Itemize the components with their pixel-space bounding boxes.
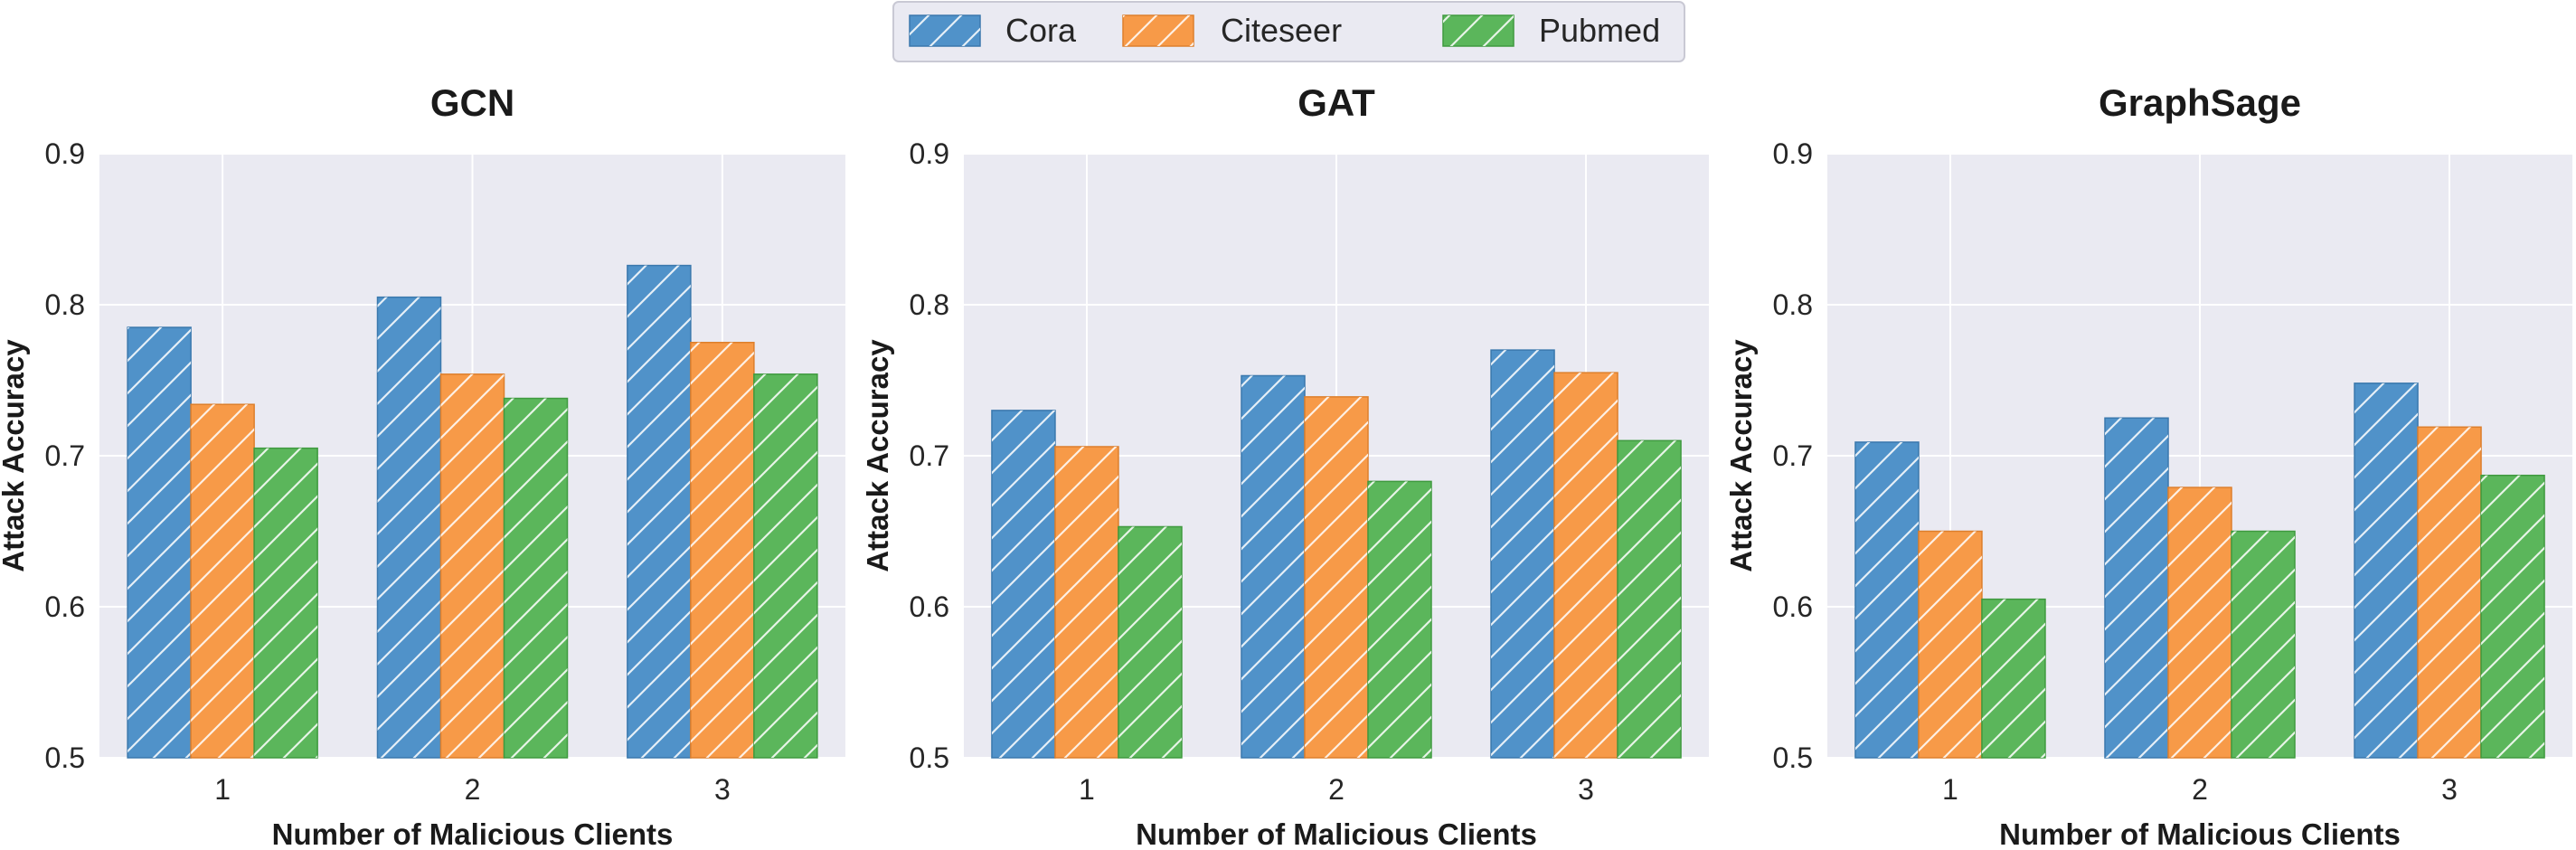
p1-bar-cora-3-hatch [1491,350,1555,758]
legend-label-pubmed: Pubmed [1539,12,1660,49]
p0-bar-cora-1-hatch [127,327,192,758]
p2-bar-cora-2-hatch [2105,418,2168,758]
p2-y-tick-label: 0.9 [1773,137,1813,170]
p0-y-tick-label: 0.6 [45,590,85,623]
p2-x-tick-label: 3 [2441,773,2458,806]
p2-x-tick-label: 1 [1942,773,1958,806]
p0-bar-citeseer-1-hatch [191,404,255,758]
p0-y-tick-label: 0.8 [45,288,85,321]
p1-y-tick-label: 0.9 [910,137,949,170]
legend-entry-pubmed: Pubmed [1442,12,1660,49]
p0-bar-pubmed-3-hatch [753,373,817,758]
p2-y-tick-label: 0.7 [1773,439,1813,472]
p1-y-tick-label: 0.6 [910,590,949,623]
p1-bar-cora-2-hatch [1241,375,1305,758]
p1-bar-cora-1-hatch [991,410,1055,758]
p2-bar-cora-3-hatch [2354,382,2419,758]
legend-swatch-hatch-cora [910,15,980,46]
p2-y-axis-title: Attack Accuracy [1724,339,1758,572]
legend-label-cora: Cora [1005,12,1077,49]
p2-y-tick-label: 0.5 [1773,741,1813,774]
p0-y-tick-label: 0.5 [45,741,85,774]
p1-bar-pubmed-1-hatch [1118,526,1182,758]
p1-bar-citeseer-3-hatch [1554,373,1618,758]
p2-bar-citeseer-2-hatch [2168,487,2232,758]
p2-bar-cora-1-hatch [1854,441,1919,758]
p0-bar-citeseer-2-hatch [440,373,505,758]
p0-bar-cora-3-hatch [627,265,691,759]
p0-bar-pubmed-2-hatch [504,398,568,758]
p2-bar-citeseer-3-hatch [2418,427,2482,758]
p2-bar-citeseer-1-hatch [1918,531,1982,758]
p1-y-tick-label: 0.5 [910,741,949,774]
chart-panel-gat: 0.5 0.6 0.7 0.8 0.9 1 2 3 GAT Number of Malicious… [861,81,1709,850]
legend: Cora Citeseer Pubmed [892,1,1685,62]
legend-label-citeseer: Citeseer [1221,12,1342,49]
chart-panel-graphsage: 0.5 0.6 0.7 0.8 0.9 1 2 3 GraphSage Number of Mal… [1724,81,2572,850]
p2-bar-pubmed-3-hatch [2481,475,2545,758]
p0-panel-title: GCN [430,81,514,124]
legend-entry-cora: Cora [909,12,1077,49]
chart-panel-gcn: 0.5 0.6 0.7 0.8 0.9 1 2 3 GCN Number of Malicious… [0,81,845,850]
p1-bar-citeseer-1-hatch [1054,446,1118,758]
p1-x-tick-label: 1 [1079,773,1095,806]
p0-y-tick-label: 0.9 [45,137,85,170]
p0-y-axis-title: Attack Accuracy [0,339,30,572]
p2-panel-title: GraphSage [2099,81,2301,124]
p1-bar-citeseer-2-hatch [1305,396,1368,758]
p0-x-axis-title: Number of Malicious Clients [272,817,674,850]
p0-x-tick-label: 1 [214,773,231,806]
p2-y-tick-label: 0.8 [1773,288,1813,321]
p2-y-tick-label: 0.6 [1773,590,1813,623]
p2-bar-pubmed-1-hatch [1981,599,2045,758]
p0-x-tick-label: 3 [714,773,731,806]
p1-y-tick-label: 0.7 [910,439,949,472]
p1-bar-pubmed-2-hatch [1368,481,1431,758]
p0-bar-citeseer-3-hatch [690,342,754,758]
p1-y-tick-label: 0.8 [910,288,949,321]
p0-y-tick-label: 0.7 [45,439,85,472]
p1-x-tick-label: 3 [1578,773,1594,806]
legend-entry-citeseer: Citeseer [1122,12,1342,49]
p1-x-tick-label: 2 [1328,773,1345,806]
p0-x-tick-label: 2 [465,773,481,806]
p0-bar-pubmed-1-hatch [254,448,318,758]
p1-bar-pubmed-3-hatch [1618,440,1682,758]
p1-panel-title: GAT [1297,81,1375,124]
p2-x-tick-label: 2 [2192,773,2208,806]
p1-y-axis-title: Attack Accuracy [861,339,894,572]
p1-x-axis-title: Number of Malicious Clients [1136,817,1537,850]
legend-swatch-hatch-citeseer [1123,15,1194,46]
p0-bar-cora-2-hatch [377,297,441,758]
legend-swatch-hatch-pubmed [1443,15,1514,46]
p2-x-axis-title: Number of Malicious Clients [1999,817,2401,850]
p2-bar-pubmed-2-hatch [2232,531,2295,758]
